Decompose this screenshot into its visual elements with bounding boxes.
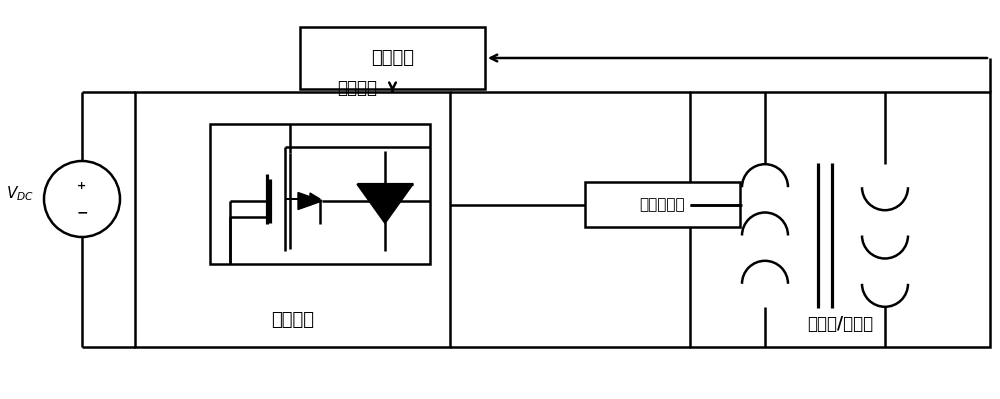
Bar (690, 92, 990, 347)
Text: $V_{DC}$: $V_{DC}$ (6, 185, 34, 203)
Polygon shape (357, 184, 413, 223)
Bar (135, 92, 450, 347)
Text: 控制信号: 控制信号 (338, 79, 378, 97)
Text: 微处理器: 微处理器 (371, 49, 414, 67)
Text: 电流传感器: 电流传感器 (640, 197, 685, 212)
Polygon shape (298, 192, 322, 209)
Text: 开关电路: 开关电路 (271, 311, 314, 329)
Text: 变压器/互感器: 变压器/互感器 (807, 315, 873, 333)
Text: +: + (77, 181, 87, 191)
Bar (300, 27, 485, 89)
FancyArrow shape (285, 193, 320, 205)
Bar (585, 182, 740, 227)
Bar (210, 124, 430, 264)
Text: −: − (76, 205, 88, 219)
